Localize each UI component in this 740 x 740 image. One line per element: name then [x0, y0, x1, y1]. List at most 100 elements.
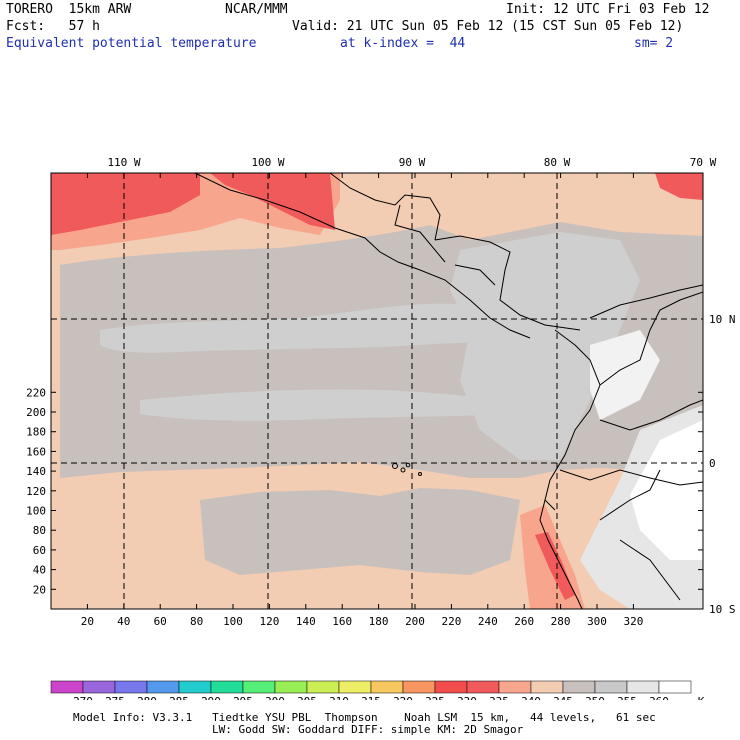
colorbar-label: 275 — [105, 695, 125, 700]
field-light-gray-3 — [450, 232, 640, 460]
colorbar-label: 325 — [425, 695, 445, 700]
colorbar-label: 300 — [265, 695, 285, 700]
y-tick-label: 200 — [26, 406, 46, 419]
lat-label-10s: 10 S — [709, 603, 736, 616]
colorbar-labels: 270 275 280 285 290 295 300 305 310 315 320 325 330 3… — [73, 695, 669, 700]
colorbar-swatch — [530, 680, 564, 694]
venezuela-coast — [589, 284, 703, 319]
field-red-ne — [655, 173, 703, 200]
x-tick-label: 100 — [223, 615, 243, 628]
colorbar-swatch — [242, 680, 276, 694]
organization: NCAR/MMM — [225, 2, 288, 17]
sa-interior — [559, 291, 703, 486]
galapagos-island-2 — [400, 467, 406, 473]
y-tick-label: 180 — [26, 426, 46, 439]
field-red-gulf — [210, 173, 335, 230]
init-time: Init: 12 UTC Fri 03 Feb 12 — [506, 2, 710, 17]
colorbar-label: 315 — [361, 695, 381, 700]
field-white-core — [630, 420, 703, 560]
colorbar-swatch — [498, 680, 532, 694]
y-tick-label: 60 — [33, 544, 46, 557]
colorbar-label: 345 — [553, 695, 573, 700]
model-info-line-2: LW: Godd SW: Goddard DIFF: simple KM: 2D… — [212, 723, 524, 736]
x-tick-label: 60 — [154, 615, 167, 628]
lon-label-100w: 100 W — [251, 156, 284, 169]
smoothing: sm= 2 — [634, 36, 674, 51]
x-tick-label: 80 — [190, 615, 203, 628]
colorbar — [50, 680, 692, 694]
x-tick-label: 140 — [296, 615, 316, 628]
colorbar-swatch — [210, 680, 244, 694]
y-tick-label: 40 — [33, 564, 46, 577]
colorbar-swatch — [146, 680, 180, 694]
central-america-caribbean — [434, 235, 581, 331]
y-tick-label: 100 — [26, 505, 46, 518]
sa-inner-borders — [599, 469, 681, 601]
colorbar-swatch — [594, 680, 628, 694]
lon-label-80w: 80 W — [544, 156, 571, 169]
graticule — [51, 173, 703, 609]
x-tick-label: 280 — [551, 615, 571, 628]
colorbar-label: 295 — [233, 695, 253, 700]
field-gray-south — [200, 488, 520, 575]
colorbar-swatch — [370, 680, 404, 694]
colorbar-label: 320 — [393, 695, 413, 700]
peru-coast — [539, 499, 583, 609]
lon-label-70w: 70 W — [690, 156, 717, 169]
y-tick-label: 160 — [26, 445, 46, 458]
y-tick-labels: 20 40 60 80 100 120 140 160 180 200 220 — [26, 386, 46, 596]
colorbar-swatch — [658, 680, 692, 694]
x-tick-marks — [86, 173, 634, 609]
colorbar-label: 335 — [489, 695, 509, 700]
y-tick-label: 20 — [33, 583, 46, 596]
border-lines — [394, 204, 496, 286]
colorbar-swatch — [178, 680, 212, 694]
field-light-gray-2 — [140, 389, 500, 421]
colorbar-unit: K — [698, 695, 705, 700]
x-tick-labels: 20 40 60 80 100 120 140 160 180 200 220 240 260 280 30… — [81, 615, 644, 628]
y-tick-label: 220 — [26, 386, 46, 399]
colorbar-swatch — [114, 680, 148, 694]
colorbar-label: 350 — [585, 695, 605, 700]
colorbar-swatch — [626, 680, 660, 694]
x-tick-label: 320 — [623, 615, 643, 628]
colorbar-swatch — [402, 680, 436, 694]
x-tick-label: 260 — [514, 615, 534, 628]
colorbar-label: 360 — [649, 695, 669, 700]
field-red-peru — [535, 532, 575, 600]
lon-label-110w: 110 W — [107, 156, 140, 169]
colorbar-swatch — [338, 680, 372, 694]
model-info-line-1: Model Info: V3.3.1 Tiedtke YSU PBL Thomp… — [73, 711, 656, 724]
colorbar-swatch — [434, 680, 468, 694]
y-tick-label: 80 — [33, 524, 46, 537]
colorbar-label: 355 — [617, 695, 637, 700]
valid-time: Valid: 21 UTC Sun 05 Feb 12 (15 CST Sun … — [292, 19, 684, 34]
colorbar-label: 330 — [457, 695, 477, 700]
colorbar-swatch — [274, 680, 308, 694]
colorbar-label: 310 — [329, 695, 349, 700]
yucatan-coast — [329, 173, 441, 241]
x-tick-label: 240 — [478, 615, 498, 628]
forecast-map: 110 W 100 W 90 W 80 W 70 W 10 N 0 10 S 2… — [26, 156, 736, 700]
colorbar-swatch — [306, 680, 340, 694]
galapagos-island-4 — [418, 472, 422, 476]
colorbar-label: 290 — [201, 695, 221, 700]
x-tick-label: 200 — [405, 615, 425, 628]
colorbar-swatch — [82, 680, 116, 694]
colorbar-swatch — [50, 680, 84, 694]
field-red-nw — [51, 173, 200, 235]
colorbar-label: 340 — [521, 695, 541, 700]
y-tick-label: 120 — [26, 485, 46, 498]
level-index: at k-index = 44 — [340, 36, 466, 51]
colorbar-label: 270 — [73, 695, 93, 700]
lat-label-0: 0 — [709, 457, 716, 470]
panama-colombia — [544, 329, 601, 511]
y-tick-marks — [51, 391, 703, 590]
colorbar-swatch — [562, 680, 596, 694]
x-tick-label: 300 — [587, 615, 607, 628]
model-name: TORERO 15km ARW — [6, 2, 132, 17]
plot-frame — [50, 172, 704, 610]
coastlines — [194, 173, 703, 609]
lat-label-10n: 10 N — [709, 313, 736, 326]
x-tick-label: 120 — [259, 615, 279, 628]
